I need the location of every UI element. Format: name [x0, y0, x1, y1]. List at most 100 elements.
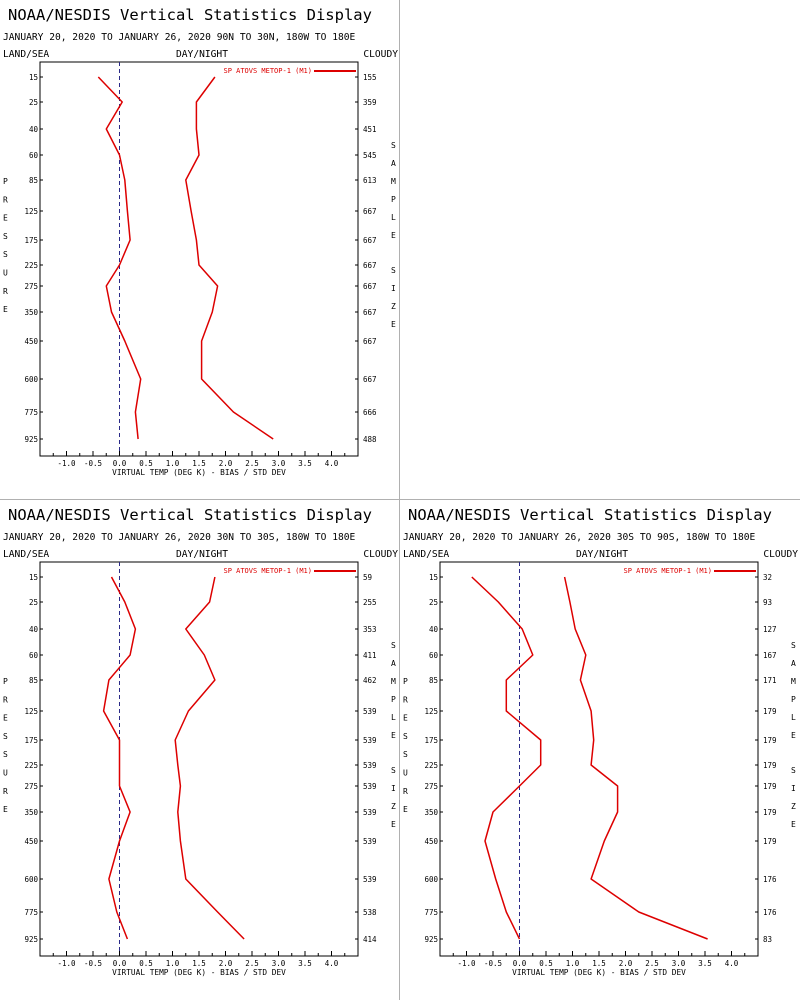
- x-tick-label: 0.0: [513, 959, 527, 968]
- x-tick-label: 2.0: [219, 459, 233, 468]
- plot-frame: [439, 561, 759, 957]
- header-cloudy: CLOUDY: [363, 549, 398, 560]
- sample-size-label: 488: [363, 435, 377, 444]
- sample-size-label: 179: [763, 782, 777, 791]
- sample-size-label: 59: [363, 573, 372, 582]
- pressure-level-label: 925: [24, 935, 38, 944]
- x-tick-label: 3.5: [298, 959, 312, 968]
- header-cloudy: CLOUDY: [363, 49, 398, 60]
- sample-size-label: 411: [363, 651, 377, 660]
- std-dev-series-line: [563, 576, 708, 940]
- pressure-level-label: 350: [24, 808, 38, 817]
- x-tick-label: 4.0: [325, 959, 339, 968]
- std-dev-series-line: [174, 576, 245, 940]
- pressure-level-label: 925: [424, 935, 438, 944]
- x-tick-label: 1.0: [166, 459, 180, 468]
- pressure-level-label: 275: [24, 282, 38, 291]
- sample-size-label: 176: [763, 908, 777, 917]
- sample-size-label: 613: [363, 176, 377, 185]
- pressure-level-label: 25: [29, 598, 38, 607]
- std-dev-series-line: [185, 76, 274, 440]
- x-tick-label: 0.0: [113, 959, 127, 968]
- pressure-level-label: 925: [24, 435, 38, 444]
- header-day-night: DAY/NIGHT: [176, 49, 228, 60]
- sample-size-label: 167: [763, 651, 777, 660]
- pressure-level-label: 600: [24, 375, 38, 384]
- panel-title: NOAA/NESDIS Vertical Statistics Display: [408, 506, 772, 524]
- sample-size-label: 667: [363, 337, 377, 346]
- sample-size-label: 539: [363, 736, 377, 745]
- sample-size-label: 32: [763, 573, 772, 582]
- pressure-level-label: 40: [29, 625, 39, 634]
- pressure-level-label: 450: [424, 837, 438, 846]
- pressure-level-label: 600: [424, 875, 438, 884]
- sample-size-label: 667: [363, 207, 377, 216]
- x-tick-label: 1.5: [192, 959, 206, 968]
- bias-series-line: [471, 576, 542, 940]
- sample-size-label: 255: [363, 598, 377, 607]
- pressure-level-label: 60: [429, 651, 439, 660]
- sample-size-label: 667: [363, 375, 377, 384]
- x-tick-label: 0.5: [139, 459, 153, 468]
- header-land-sea: LAND/SEA: [3, 49, 49, 60]
- sample-size-label: 179: [763, 707, 777, 716]
- pressure-level-label: 775: [24, 408, 38, 417]
- x-tick-label: 0.0: [113, 459, 127, 468]
- pressure-level-label: 15: [29, 73, 38, 82]
- panel-title: NOAA/NESDIS Vertical Statistics Display: [8, 506, 372, 524]
- header-land-sea: LAND/SEA: [3, 549, 49, 560]
- legend-label: SP ATOVS METOP-1 (M1): [223, 67, 312, 75]
- pressure-level-label: 775: [24, 908, 38, 917]
- x-tick-label: -1.0: [57, 959, 76, 968]
- sample-size-label: 176: [763, 875, 777, 884]
- sample-size-label: 666: [363, 408, 377, 417]
- x-tick-label: -0.5: [84, 959, 102, 968]
- pressure-level-label: 85: [29, 676, 38, 685]
- header-day-night: DAY/NIGHT: [176, 549, 228, 560]
- x-tick-label: 2.5: [245, 959, 259, 968]
- pressure-level-label: 15: [29, 573, 38, 582]
- sample-size-label: 539: [363, 808, 377, 817]
- pressure-level-label: 60: [29, 151, 39, 160]
- pressure-level-label: 175: [24, 736, 38, 745]
- x-tick-label: -0.5: [484, 959, 502, 968]
- sample-size-label: 359: [363, 98, 377, 107]
- header-cloudy: CLOUDY: [763, 549, 798, 560]
- sample-size-label: 353: [363, 625, 377, 634]
- sample-size-label: 83: [763, 935, 772, 944]
- sample-size-label: 539: [363, 875, 377, 884]
- pressure-level-label: 225: [24, 261, 38, 270]
- x-tick-label: -0.5: [84, 459, 102, 468]
- sample-size-label: 179: [763, 736, 777, 745]
- pressure-level-label: 125: [24, 207, 38, 216]
- sample-size-label: 462: [363, 676, 377, 685]
- pressure-level-label: 25: [29, 98, 38, 107]
- x-tick-label: 1.0: [166, 959, 180, 968]
- x-tick-label: 0.5: [539, 959, 553, 968]
- x-axis-label: VIRTUAL TEMP (DEG K) - BIAS / STD DEV: [112, 468, 286, 477]
- x-tick-label: 1.5: [592, 959, 606, 968]
- x-tick-label: 0.5: [139, 959, 153, 968]
- sample-size-label: 545: [363, 151, 377, 160]
- stats-panel-30s-90s: NOAA/NESDIS Vertical Statistics Display J…: [400, 500, 800, 1000]
- x-tick-label: 1.0: [566, 959, 580, 968]
- pressure-level-label: 275: [24, 782, 38, 791]
- pressure-level-label: 125: [24, 707, 38, 716]
- vertical-divider: [399, 0, 400, 1000]
- pressure-level-label: 85: [429, 676, 438, 685]
- header-land-sea: LAND/SEA: [403, 549, 449, 560]
- pressure-level-label: 450: [24, 837, 38, 846]
- x-tick-label: 3.0: [272, 459, 286, 468]
- pressure-level-label: 40: [29, 125, 39, 134]
- sample-size-label: 539: [363, 782, 377, 791]
- x-tick-label: 4.0: [725, 959, 739, 968]
- legend-label: SP ATOVS METOP-1 (M1): [623, 567, 712, 575]
- pressure-level-label: 40: [429, 625, 439, 634]
- sample-size-label: 539: [363, 707, 377, 716]
- x-tick-label: 4.0: [325, 459, 339, 468]
